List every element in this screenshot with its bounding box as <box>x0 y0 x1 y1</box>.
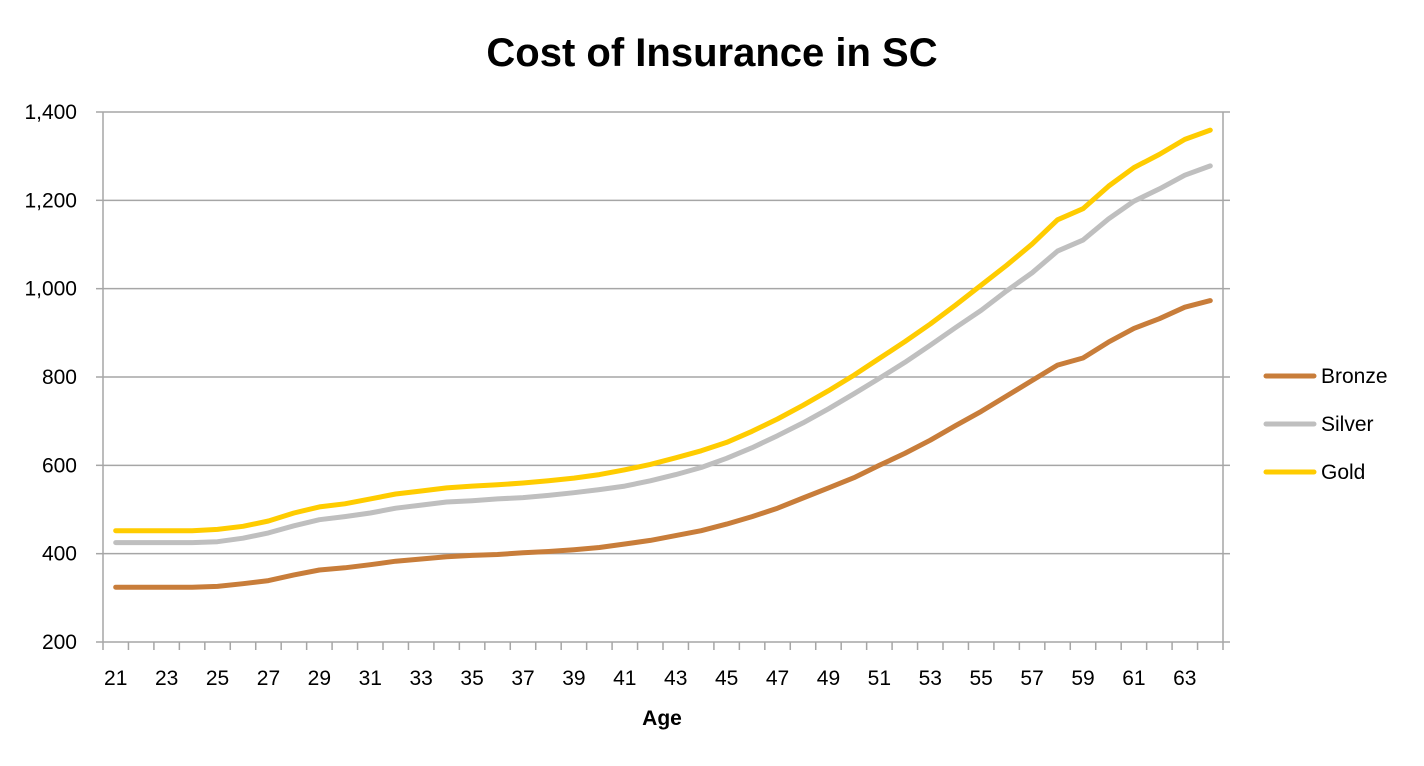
series-line-bronze <box>113 298 1213 590</box>
x-tick-label: 37 <box>511 667 534 690</box>
x-tick-label: 29 <box>308 667 331 690</box>
x-tick-label: 49 <box>817 667 840 690</box>
chart-title: Cost of Insurance in SC <box>486 31 937 75</box>
x-tick-label: 41 <box>613 667 636 690</box>
legend: Bronze Silver Gold <box>1263 365 1388 484</box>
x-tick-label: 59 <box>1071 667 1094 690</box>
axes <box>96 111 1230 650</box>
x-tick-label: 57 <box>1020 667 1043 690</box>
x-tick-label: 21 <box>104 667 127 690</box>
y-tick-label: 1,200 <box>24 189 77 212</box>
x-tick-label: 61 <box>1122 667 1145 690</box>
x-tick-label: 55 <box>970 667 993 690</box>
series-lines <box>113 127 1213 590</box>
y-tick-label: 200 <box>42 631 77 654</box>
x-tick-label: 63 <box>1173 667 1196 690</box>
x-tick-label: 51 <box>868 667 891 690</box>
x-tick-label: 53 <box>919 667 942 690</box>
x-tick-labels: 21 23 25 27 29 31 33 35 37 39 41 43 45 47 49 51 53 55 57 59… <box>104 667 1196 690</box>
y-tick-label: 1,400 <box>24 101 77 124</box>
gridlines <box>103 111 1223 555</box>
x-axis-title: Age <box>642 707 682 730</box>
legend-label-silver: Silver <box>1321 413 1374 436</box>
series-line-gold <box>113 127 1213 534</box>
y-tick-label: 600 <box>42 454 77 477</box>
x-tick-label: 25 <box>206 667 229 690</box>
x-tick-label: 33 <box>410 667 433 690</box>
y-tick-label: 400 <box>42 543 77 566</box>
x-tick-label: 43 <box>664 667 687 690</box>
y-tick-labels: 200 400 600 800 1,000 1,200 1,400 <box>24 101 77 654</box>
series-line-silver <box>113 163 1213 546</box>
x-tick-label: 31 <box>359 667 382 690</box>
x-tick-label: 27 <box>257 667 280 690</box>
y-tick-label: 1,000 <box>24 278 77 301</box>
x-tick-label: 45 <box>715 667 738 690</box>
x-tick-label: 47 <box>766 667 789 690</box>
x-tick-label: 39 <box>562 667 585 690</box>
y-tick-label: 800 <box>42 366 77 389</box>
x-tick-label: 35 <box>460 667 483 690</box>
x-tick-label: 23 <box>155 667 178 690</box>
legend-label-gold: Gold <box>1321 461 1365 484</box>
legend-label-bronze: Bronze <box>1321 365 1388 388</box>
